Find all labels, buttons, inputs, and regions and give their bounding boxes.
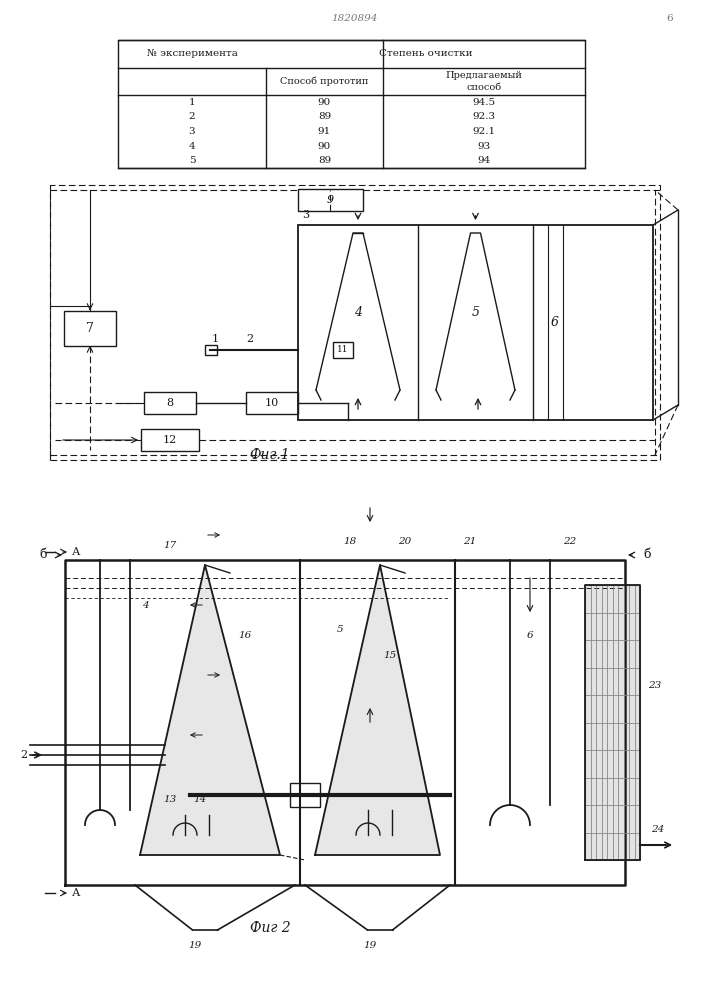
Text: 94: 94 xyxy=(477,156,491,165)
Bar xyxy=(298,225,653,420)
Text: 19: 19 xyxy=(363,940,377,950)
Text: 93: 93 xyxy=(477,142,491,151)
Bar xyxy=(64,310,116,346)
Text: Фиг 2: Фиг 2 xyxy=(250,921,291,935)
Text: 13: 13 xyxy=(163,796,177,804)
Text: 1820894: 1820894 xyxy=(331,14,378,23)
Text: 2: 2 xyxy=(189,112,195,121)
Text: 91: 91 xyxy=(318,127,331,136)
Text: 2: 2 xyxy=(20,750,27,760)
Text: 9: 9 xyxy=(327,195,334,205)
Text: 20: 20 xyxy=(398,538,411,546)
Text: Фиг.1: Фиг.1 xyxy=(250,448,291,462)
Text: 19: 19 xyxy=(188,940,201,950)
Text: 8: 8 xyxy=(166,398,173,408)
Bar xyxy=(290,783,320,807)
Text: 23: 23 xyxy=(648,680,662,690)
Bar xyxy=(246,392,298,414)
Bar xyxy=(118,40,585,168)
Text: 22: 22 xyxy=(563,538,577,546)
Text: 14: 14 xyxy=(194,796,206,804)
Text: 12: 12 xyxy=(163,435,177,445)
Bar xyxy=(205,345,217,355)
Text: 6: 6 xyxy=(667,14,673,23)
Text: 5: 5 xyxy=(337,626,344,635)
Text: 17: 17 xyxy=(163,540,177,550)
Bar xyxy=(333,342,353,358)
Text: 4: 4 xyxy=(141,600,148,609)
Text: А: А xyxy=(72,547,81,557)
Polygon shape xyxy=(585,585,640,860)
Text: 10: 10 xyxy=(265,398,279,408)
Text: Степень очистки: Степень очистки xyxy=(379,49,472,58)
Text: 90: 90 xyxy=(318,142,331,151)
Bar xyxy=(144,392,196,414)
Text: 90: 90 xyxy=(318,98,331,107)
Text: 94.5: 94.5 xyxy=(472,98,496,107)
Text: 18: 18 xyxy=(344,538,356,546)
Text: 1: 1 xyxy=(211,334,218,344)
Text: 1: 1 xyxy=(189,98,195,107)
Text: 5: 5 xyxy=(189,156,195,165)
Text: 7: 7 xyxy=(86,322,94,334)
Text: 3: 3 xyxy=(189,127,195,136)
Text: 4: 4 xyxy=(189,142,195,151)
Text: № эксперимента: № эксперимента xyxy=(146,49,238,58)
Text: 92.3: 92.3 xyxy=(472,112,496,121)
Text: 89: 89 xyxy=(318,156,331,165)
Bar xyxy=(141,429,199,451)
Text: 89: 89 xyxy=(318,112,331,121)
Text: 3: 3 xyxy=(303,210,310,220)
Text: б: б xyxy=(40,548,47,562)
Text: 92.1: 92.1 xyxy=(472,127,496,136)
Text: Предлагаемый
способ: Предлагаемый способ xyxy=(445,71,522,92)
Text: 5: 5 xyxy=(472,306,479,319)
Text: Способ прототип: Способ прототип xyxy=(280,77,368,86)
Text: 2: 2 xyxy=(247,334,254,344)
Text: А: А xyxy=(72,888,81,898)
Text: 4: 4 xyxy=(354,306,362,319)
Text: 24: 24 xyxy=(651,826,665,834)
Text: 15: 15 xyxy=(383,650,397,660)
Bar xyxy=(298,189,363,211)
Text: 11: 11 xyxy=(337,346,349,355)
Text: 21: 21 xyxy=(463,538,477,546)
Polygon shape xyxy=(140,565,280,855)
Text: 6: 6 xyxy=(551,316,559,329)
Text: 6: 6 xyxy=(527,631,533,640)
Polygon shape xyxy=(315,565,440,855)
Text: 16: 16 xyxy=(238,631,252,640)
Text: б: б xyxy=(643,548,650,562)
